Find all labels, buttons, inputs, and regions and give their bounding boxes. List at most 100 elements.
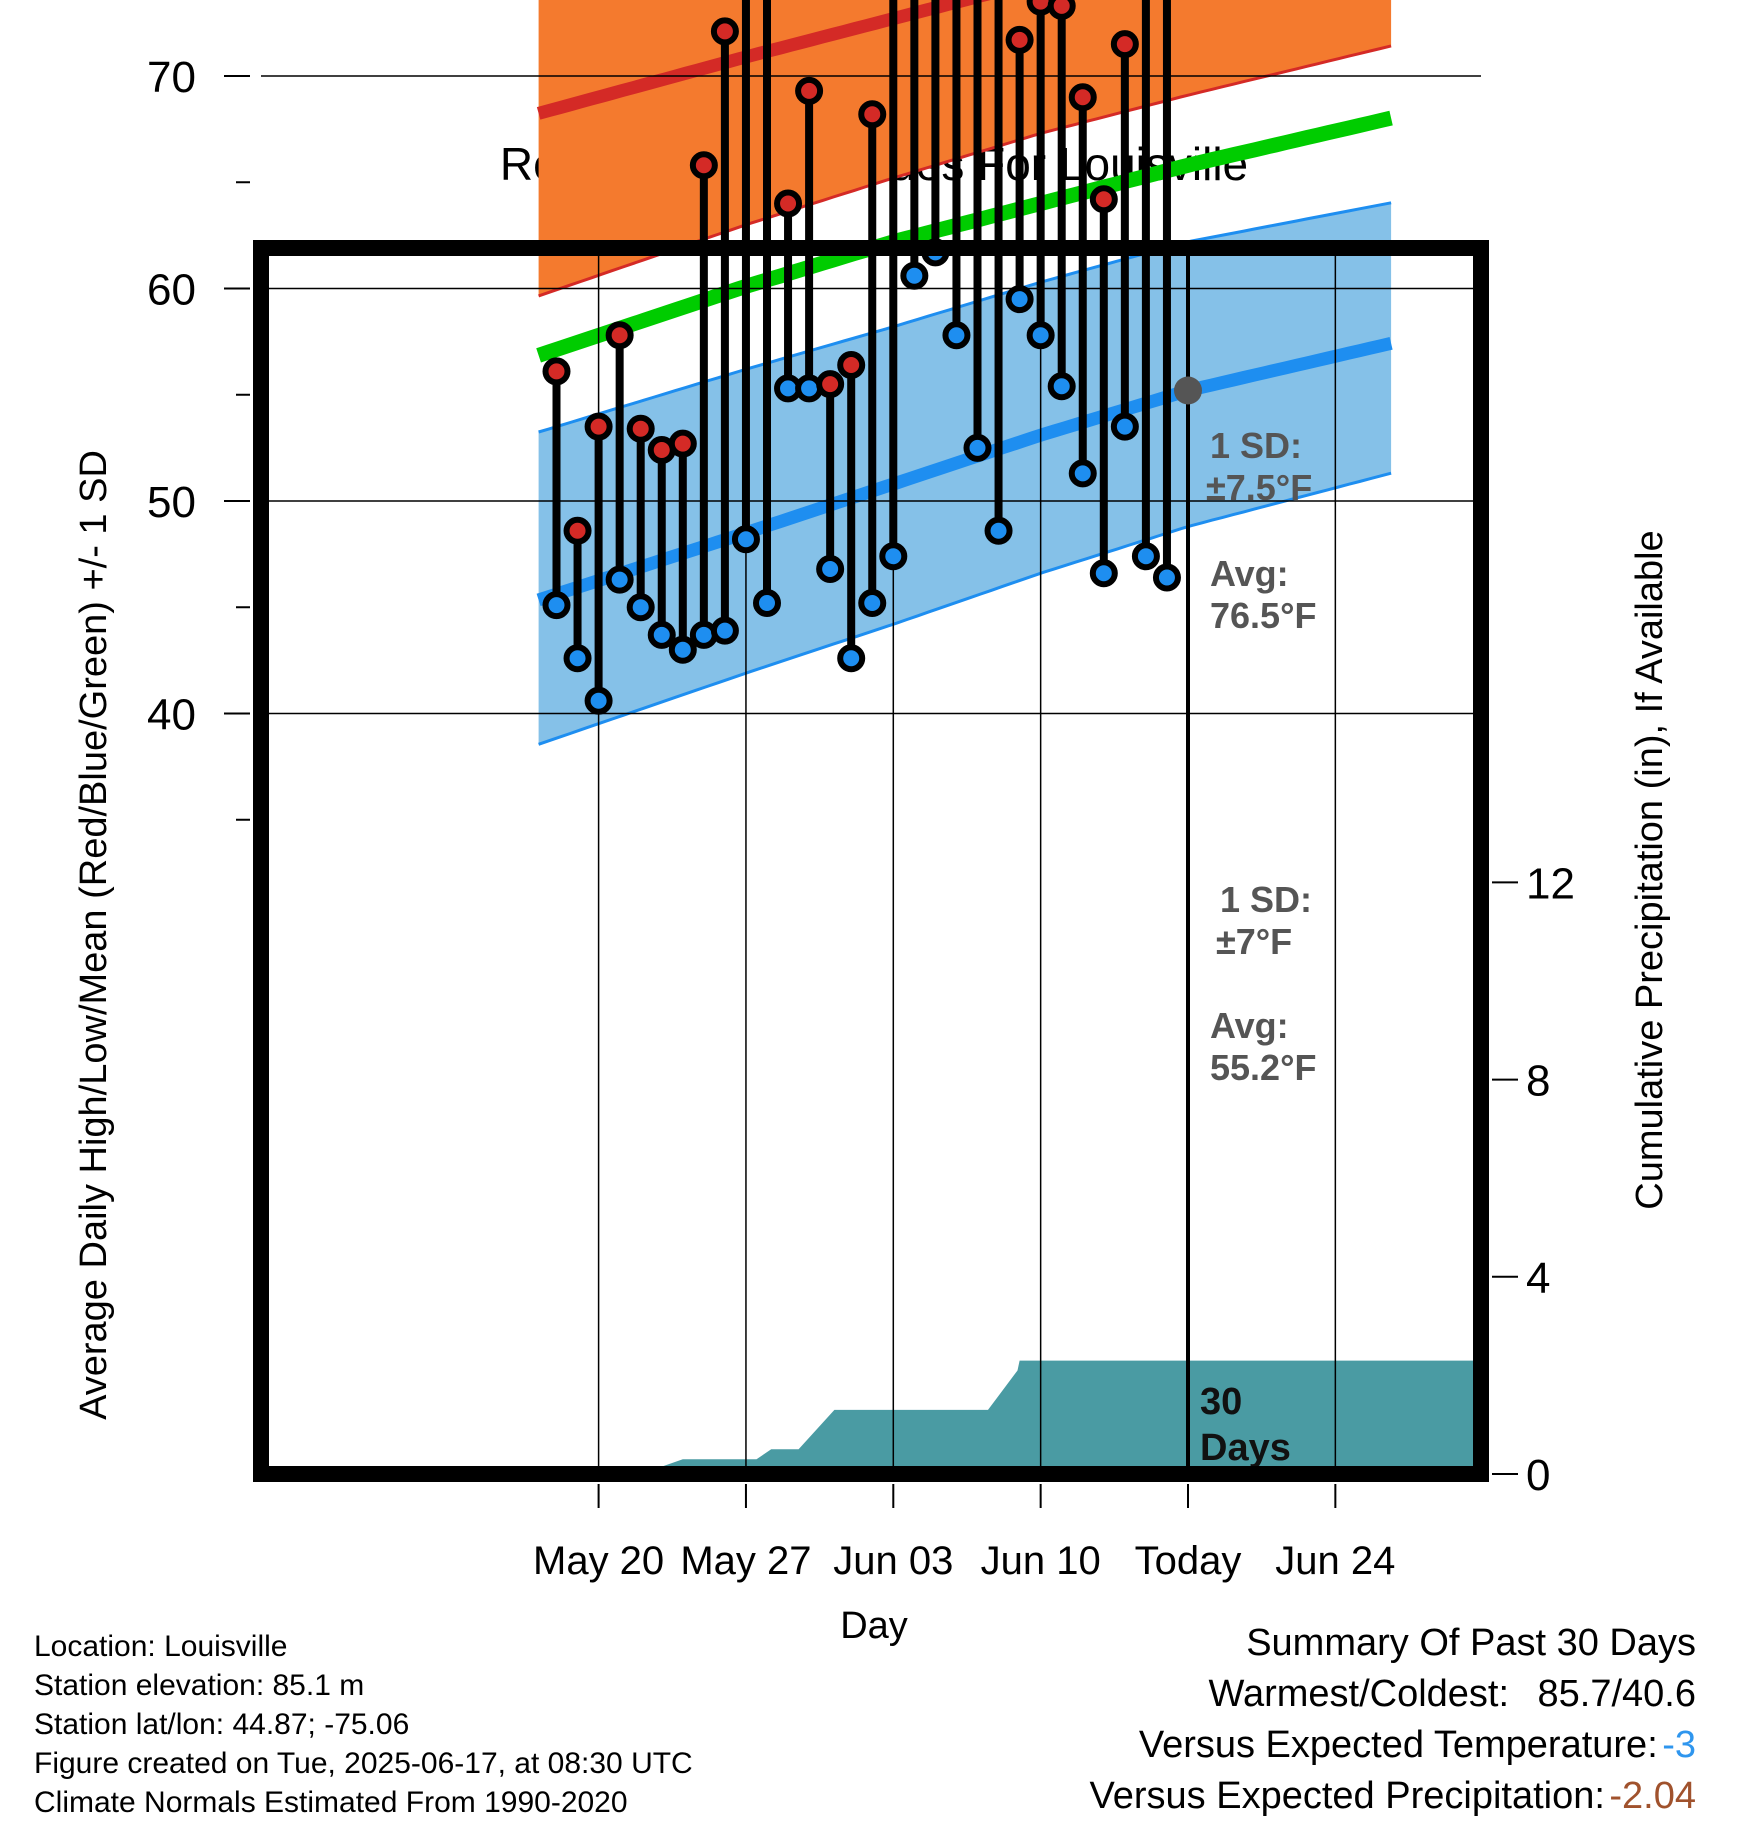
daily-high-point (668, 429, 697, 458)
y2-tick-label: 8 (1526, 1057, 1550, 1106)
high-normal-line (536, 0, 991, 120)
daily-low-point (1131, 542, 1160, 571)
daily-high-point (774, 189, 803, 218)
precip-fill (261, 1360, 1481, 1474)
daily-low-point (710, 616, 739, 645)
temp-value: -3 (1662, 1724, 1696, 1766)
plot-frame (253, 240, 1489, 1482)
warmest-label: Warmest/Coldest: (1208, 1673, 1510, 1715)
today-days-label: 30 (1200, 1381, 1242, 1423)
high-avg-title: Avg: (1210, 553, 1289, 594)
daily-low-point (837, 644, 866, 673)
daily-high-point (584, 412, 613, 441)
footer-normals: Climate Normals Estimated From 1990-2020 (34, 1786, 628, 1819)
footer-created: Figure created on Tue, 2025-06-17, at 08… (34, 1747, 693, 1780)
x-axis-label: Day (840, 1605, 908, 1647)
daily-high-point (563, 516, 592, 545)
daily-low-point (1110, 412, 1139, 441)
daily-high-point (710, 17, 739, 46)
high-sd-value: ±7.5°F (1206, 467, 1312, 508)
y-tick-label: 40 (147, 691, 196, 740)
daily-high-point (858, 100, 887, 129)
low-sd-value: ±7°F (1216, 921, 1292, 962)
y2-tick-label: 12 (1526, 859, 1575, 908)
daily-low-point (647, 620, 676, 649)
daily-high-point (605, 321, 634, 350)
daily-observations (542, 0, 1181, 715)
precipitation-area (261, 1360, 1481, 1474)
y2-tick-label: 4 (1526, 1254, 1550, 1303)
daily-low-point (1089, 559, 1118, 588)
x-tick-label: May 27 (680, 1539, 811, 1583)
daily-high-point (1089, 185, 1118, 214)
daily-high-point (1005, 25, 1034, 54)
daily-low-point (984, 516, 1013, 545)
low-sd-title: 1 SD: (1220, 879, 1312, 920)
footer-elevation: Station elevation: 85.1 m (34, 1669, 365, 1702)
y-axis-label: Average Daily High/Low/Mean (Red/Blue/Gr… (73, 450, 115, 1420)
x-tick-label: Jun 10 (981, 1539, 1101, 1583)
summary-warmest-row: Warmest/Coldest: 85.7/40.6 (1209, 1673, 1697, 1716)
summary-title: Summary Of Past 30 Days (1246, 1622, 1696, 1664)
mean-normal-line (536, 110, 1393, 363)
daily-low-point (963, 433, 992, 462)
daily-high-point (626, 414, 655, 443)
low-sd-upper-line (538, 201, 1392, 434)
daily-low-point (542, 591, 571, 620)
summary-panel: Summary Of Past 30 Days (1246, 1622, 1696, 1665)
daily-high-point (837, 351, 866, 379)
low-sd-band (538, 202, 1392, 745)
daily-low-point (1152, 563, 1181, 592)
daily-low-point (668, 635, 697, 664)
daily-high-point (795, 76, 824, 105)
daily-high-point (689, 151, 718, 180)
daily-low-point (731, 525, 760, 554)
footer-location: Location: Louisville (34, 1630, 288, 1663)
daily-low-point (1068, 459, 1097, 488)
temp-label: Versus Expected Temperature: (1138, 1724, 1658, 1766)
daily-low-point (1026, 321, 1055, 350)
daily-low-point (626, 593, 655, 622)
plot-border (253, 240, 1489, 1482)
y2-axis-label: Cumulative Precipitation (in), If Availa… (1629, 530, 1671, 1209)
daily-low-point (942, 321, 971, 350)
daily-high-point (1110, 30, 1139, 59)
high-avg-value: 76.5°F (1210, 595, 1316, 636)
daily-low-point (605, 565, 634, 594)
low-sd-lower-line (538, 471, 1392, 746)
normal-bands (536, 0, 1393, 746)
summary-temp-row: Versus Expected Temperature: -3 (1139, 1724, 1696, 1767)
daily-high-point (816, 370, 845, 399)
y-tick-label: 60 (147, 266, 196, 315)
low-avg-title: Avg: (1210, 1005, 1289, 1046)
footer-latlon: Station lat/lon: 44.87; -75.06 (34, 1708, 410, 1741)
daily-low-point (1005, 285, 1034, 314)
y2-tick-label: 0 (1526, 1451, 1550, 1500)
daily-low-point (563, 644, 592, 673)
daily-high-point (1068, 83, 1097, 112)
y-tick-label: 70 (147, 53, 196, 102)
precip-value: -2.04 (1609, 1775, 1696, 1817)
daily-low-point (753, 589, 781, 617)
low-normal-today-point (1174, 376, 1202, 405)
daily-high-point (1047, 0, 1076, 20)
low-avg-value: 55.2°F (1210, 1047, 1316, 1088)
x-tick-label: Jun 24 (1275, 1539, 1395, 1583)
daily-low-point (584, 686, 613, 715)
daily-low-point (1047, 372, 1076, 401)
precip-label: Versus Expected Precipitation: (1089, 1775, 1605, 1817)
daily-low-point (858, 589, 887, 617)
warmest-value: 85.7/40.6 (1537, 1673, 1696, 1715)
high-sd-title: 1 SD: (1210, 425, 1302, 466)
daily-low-point (879, 542, 908, 571)
x-tick-label: May 20 (533, 1539, 664, 1583)
y-tick-label: 50 (147, 478, 196, 527)
x-tick-label: Today (1135, 1539, 1242, 1583)
x-tick-label: Jun 03 (833, 1539, 953, 1583)
daily-high-point (542, 357, 571, 386)
today-days-label: Days (1200, 1427, 1291, 1469)
